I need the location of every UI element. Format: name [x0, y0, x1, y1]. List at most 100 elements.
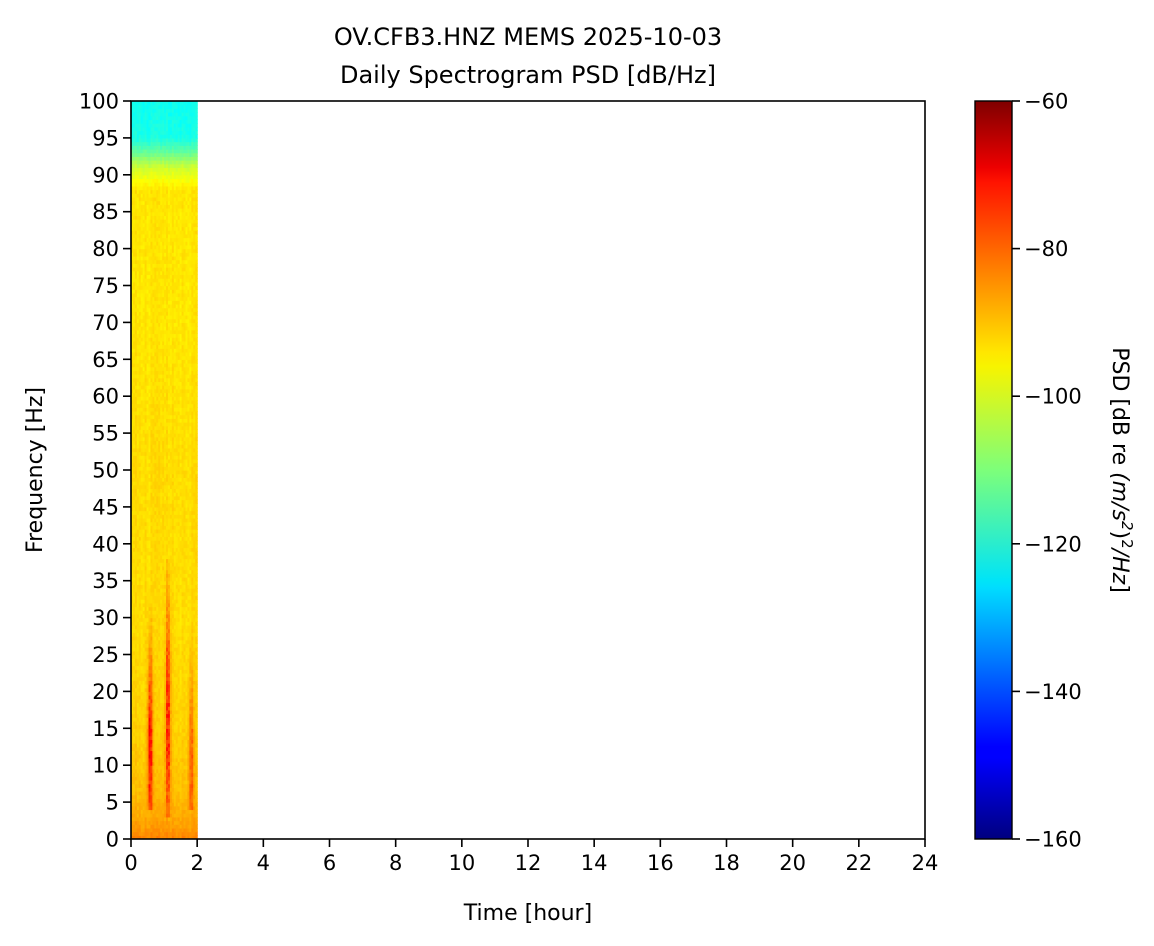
heatmap-cell [144, 543, 148, 549]
heatmap-cell [160, 270, 163, 276]
heatmap-cell [142, 370, 146, 375]
heatmap-cell [173, 794, 177, 800]
heatmap-cell [132, 783, 136, 788]
heatmap-cell [138, 824, 142, 829]
heatmap-cell [154, 119, 157, 124]
heatmap-cell [177, 359, 181, 364]
heatmap-cell [154, 292, 157, 298]
heatmap-cell [142, 101, 146, 106]
heatmap-cell [175, 241, 179, 246]
heatmap-cell [169, 499, 173, 504]
heatmap-cell [148, 385, 152, 390]
heatmap-cell [166, 429, 169, 434]
heatmap-cell [164, 484, 167, 490]
heatmap-cell [148, 506, 152, 512]
heatmap-cell [148, 270, 152, 276]
heatmap-cell [166, 672, 169, 678]
heatmap-cell [142, 521, 146, 526]
heatmap-cell [152, 669, 155, 674]
heatmap-cell [140, 174, 144, 180]
heatmap-cell [154, 558, 157, 563]
heatmap-cell [167, 270, 171, 276]
heatmap-cell [140, 750, 144, 755]
heatmap-cell [158, 499, 161, 504]
heatmap-cell [160, 237, 163, 242]
heatmap-cell [146, 624, 150, 630]
heatmap-cell [177, 798, 181, 803]
heatmap-cell [177, 156, 181, 161]
heatmap-cell [162, 388, 165, 394]
heatmap-cell [138, 278, 142, 283]
heatmap-cell [156, 112, 159, 117]
heatmap-cell [171, 208, 175, 213]
heatmap-cell [146, 241, 150, 246]
heatmap-cell [136, 695, 140, 700]
heatmap-cell [140, 731, 144, 737]
heatmap-cell [169, 824, 173, 829]
heatmap-cell [160, 381, 163, 386]
heatmap-cell [167, 772, 171, 777]
heatmap-cell [156, 267, 159, 272]
heatmap-cell [142, 613, 146, 619]
heatmap-cell [171, 455, 175, 460]
heatmap-cell [148, 787, 152, 792]
heatmap-cell [148, 779, 152, 785]
heatmap-cell [146, 407, 150, 412]
heatmap-cell [166, 554, 169, 560]
heatmap-cell [164, 259, 167, 264]
heatmap-cell [146, 495, 150, 501]
heatmap-cell [160, 695, 163, 700]
heatmap-cell [136, 768, 140, 774]
heatmap-cell [173, 414, 177, 419]
heatmap-cell [177, 270, 181, 276]
heatmap-cell [148, 340, 152, 346]
heatmap-cell [164, 211, 167, 216]
heatmap-cell [154, 196, 157, 202]
heatmap-cell [148, 414, 152, 419]
heatmap-cell [175, 503, 179, 508]
heatmap-cell [175, 141, 179, 146]
heatmap-cell [150, 344, 154, 349]
heatmap-cell [144, 123, 148, 128]
heatmap-cell [166, 137, 169, 143]
heatmap-cell [148, 624, 152, 630]
heatmap-cell [150, 270, 154, 276]
heatmap-cell [138, 831, 142, 836]
heatmap-cell [158, 613, 161, 619]
heatmap-cell [167, 540, 171, 545]
heatmap-cell [142, 499, 146, 504]
heatmap-cell [136, 311, 140, 316]
heatmap-cell [177, 750, 181, 755]
heatmap-cell [142, 366, 146, 371]
heatmap-cell [136, 481, 140, 486]
heatmap-cell [162, 669, 165, 674]
heatmap-cell [175, 661, 179, 667]
heatmap-cell [132, 370, 136, 375]
heatmap-cell [175, 794, 179, 800]
heatmap-cell [148, 211, 152, 216]
heatmap-cell [175, 337, 179, 342]
heatmap-cell [167, 613, 171, 619]
heatmap-cell [158, 289, 161, 294]
heatmap-cell [146, 562, 150, 567]
heatmap-cell [175, 768, 179, 774]
heatmap-cell [132, 410, 136, 416]
heatmap-cell [175, 119, 179, 124]
heatmap-cell [148, 632, 152, 637]
heatmap-cell [131, 743, 134, 748]
heatmap-cell [140, 787, 144, 792]
heatmap-cell [177, 492, 181, 497]
heatmap-cell [140, 219, 144, 224]
heatmap-cell [136, 340, 140, 346]
heatmap-cell [152, 178, 155, 183]
heatmap-cell [142, 141, 146, 146]
heatmap-cell [134, 152, 138, 157]
heatmap-cell [148, 377, 152, 383]
heatmap-cell [134, 506, 138, 512]
heatmap-cell [173, 573, 177, 578]
heatmap-cell [152, 584, 155, 589]
heatmap-cell [160, 337, 163, 342]
heatmap-cell [160, 148, 163, 154]
heatmap-cell [169, 101, 173, 106]
heatmap-cell [167, 554, 171, 560]
